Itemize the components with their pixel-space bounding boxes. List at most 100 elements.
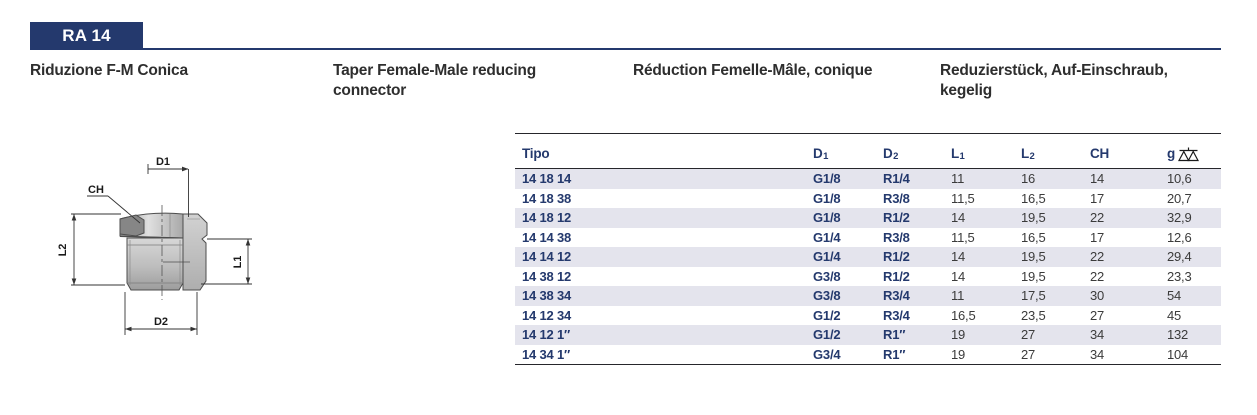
cell-ch: 14 bbox=[1090, 168, 1167, 189]
cell-d1: G1/8 bbox=[813, 208, 883, 228]
col-l1: L1 bbox=[951, 133, 1021, 169]
cell-d2: R1/2 bbox=[883, 268, 910, 284]
col-tipo: Tipo bbox=[515, 133, 813, 169]
cell-g: 12,6 bbox=[1167, 229, 1192, 245]
table-row: 14 38 12 G3/8 R1/2 14 19,5 22 23,3 bbox=[515, 267, 1221, 287]
cell-l1: 16,5 bbox=[951, 307, 976, 323]
table-row: 14 34 1″ G3/4 R1″ 19 27 34 104 bbox=[515, 345, 1221, 365]
cell-g: 54 bbox=[1167, 286, 1221, 306]
spec-table-body: 14 18 14 G1/8 R1/4 11 16 14 10,6 14 18 38 G1/8 R3… bbox=[515, 168, 1221, 365]
cell-d2: R1″ bbox=[883, 346, 906, 362]
cell-l1: 19 bbox=[951, 346, 966, 362]
col-tipo-label: Tipo bbox=[522, 146, 550, 161]
cell-l2: 16 bbox=[1021, 168, 1090, 189]
cell-g: 104 bbox=[1167, 346, 1189, 362]
cell-d2: R3/8 bbox=[883, 190, 910, 206]
col-l2-sub: 2 bbox=[1029, 151, 1035, 162]
cell-l2: 19,5 bbox=[1021, 247, 1090, 267]
cell-ch: 34 bbox=[1090, 325, 1167, 345]
cell-ch: 34 bbox=[1090, 346, 1105, 362]
cell-g: 10,6 bbox=[1167, 168, 1221, 189]
cell-l1: 11 bbox=[951, 286, 1021, 306]
cell-ch: 17 bbox=[1090, 190, 1105, 206]
table-row: 14 12 34 G1/2 R3/4 16,5 23,5 27 45 bbox=[515, 306, 1221, 326]
cell-tipo: 14 12 34 bbox=[522, 307, 572, 323]
col-l1-label: L bbox=[951, 146, 960, 161]
fitting-body bbox=[119, 212, 208, 291]
cell-d1: G3/8 bbox=[813, 268, 841, 284]
cell-ch: 22 bbox=[1090, 208, 1167, 228]
title-italian: Riduzione F-M Conica bbox=[30, 62, 188, 79]
cell-tipo: 14 14 38 bbox=[522, 229, 572, 245]
col-d1: D1 bbox=[813, 133, 883, 169]
dimension-lines bbox=[71, 164, 252, 335]
cell-d1: G1/2 bbox=[813, 325, 883, 345]
col-g: g bbox=[1167, 133, 1221, 169]
dim-label-d1: D1 bbox=[156, 156, 170, 168]
table-row: 14 38 34 G3/8 R3/4 11 17,5 30 54 bbox=[515, 286, 1221, 306]
dim-label-l2: L2 bbox=[57, 244, 69, 257]
table-row: 14 18 12 G1/8 R1/2 14 19,5 22 32,9 bbox=[515, 208, 1221, 228]
table-row: 14 18 38 G1/8 R3/8 11,5 16,5 17 20,7 bbox=[515, 189, 1221, 209]
col-d2: D2 bbox=[883, 133, 951, 169]
cell-tipo: 14 34 1″ bbox=[522, 346, 571, 362]
cell-d2: R3/4 bbox=[883, 307, 910, 323]
product-code: RA 14 bbox=[62, 26, 111, 45]
cell-tipo: 14 38 34 bbox=[515, 286, 813, 306]
cell-l2: 16,5 bbox=[1021, 229, 1046, 245]
cell-d2: R1/4 bbox=[883, 168, 951, 189]
cell-l2: 27 bbox=[1021, 325, 1090, 345]
cell-tipo: 14 38 12 bbox=[522, 268, 572, 284]
cell-g: 23,3 bbox=[1167, 268, 1192, 284]
fitting-drawing: D1 CH L2 L1 D2 bbox=[57, 156, 252, 335]
cell-d1: G1/4 bbox=[813, 247, 883, 267]
technical-drawing: D1 CH L2 L1 D2 bbox=[30, 135, 310, 370]
col-l2: L2 bbox=[1021, 133, 1090, 169]
dim-label-d2: D2 bbox=[154, 316, 168, 328]
cell-g: 32,9 bbox=[1167, 208, 1221, 228]
table-row: 14 18 14 G1/8 R1/4 11 16 14 10,6 bbox=[515, 168, 1221, 189]
col-d1-label: D bbox=[813, 146, 823, 161]
cell-l1: 19 bbox=[951, 325, 1021, 345]
col-d2-sub: 2 bbox=[893, 151, 899, 162]
cell-l1: 14 bbox=[951, 247, 1021, 267]
cell-ch: 22 bbox=[1090, 247, 1167, 267]
cell-d1: G1/4 bbox=[813, 229, 841, 245]
cell-d2: R1″ bbox=[883, 325, 951, 345]
col-l2-label: L bbox=[1021, 146, 1030, 161]
dim-label-l1: L1 bbox=[232, 256, 244, 269]
product-code-badge: RA 14 bbox=[30, 22, 143, 50]
spec-table-header: Tipo D1 D2 L1 L2 CH g bbox=[515, 133, 1221, 169]
col-ch: CH bbox=[1090, 133, 1167, 169]
cell-ch: 17 bbox=[1090, 229, 1105, 245]
cell-tipo: 14 18 38 bbox=[522, 190, 572, 206]
cell-l2: 27 bbox=[1021, 346, 1036, 362]
cell-l2: 19,5 bbox=[1021, 268, 1046, 284]
col-g-label: g bbox=[1167, 146, 1176, 161]
cell-l1: 11,5 bbox=[951, 229, 975, 245]
cell-l1: 14 bbox=[951, 268, 966, 284]
col-d1-sub: 1 bbox=[823, 151, 829, 162]
cell-l2: 19,5 bbox=[1021, 208, 1090, 228]
cell-tipo: 14 14 12 bbox=[515, 247, 813, 267]
cell-l1: 11 bbox=[951, 168, 1021, 189]
cell-d2: R3/4 bbox=[883, 286, 951, 306]
cell-ch: 30 bbox=[1090, 286, 1167, 306]
col-d2-label: D bbox=[883, 146, 893, 161]
title-english: Taper Female-Male reducing connector bbox=[333, 62, 536, 99]
cell-tipo: 14 18 14 bbox=[515, 168, 813, 189]
header-rule bbox=[143, 48, 1221, 50]
cell-d1: G1/8 bbox=[813, 190, 841, 206]
spec-table: Tipo D1 D2 L1 L2 CH g bbox=[515, 133, 1221, 365]
cell-l2: 16,5 bbox=[1021, 190, 1046, 206]
cell-l2: 17,5 bbox=[1021, 286, 1090, 306]
title-french: Réduction Femelle-Mâle, conique bbox=[633, 62, 873, 79]
cell-l1: 11,5 bbox=[951, 190, 975, 206]
scale-icon bbox=[1178, 147, 1200, 162]
cell-d1: G1/2 bbox=[813, 307, 841, 323]
cell-g: 20,7 bbox=[1167, 190, 1192, 206]
cell-g: 132 bbox=[1167, 325, 1221, 345]
cell-g: 45 bbox=[1167, 307, 1182, 323]
cell-d2: R1/2 bbox=[883, 208, 951, 228]
